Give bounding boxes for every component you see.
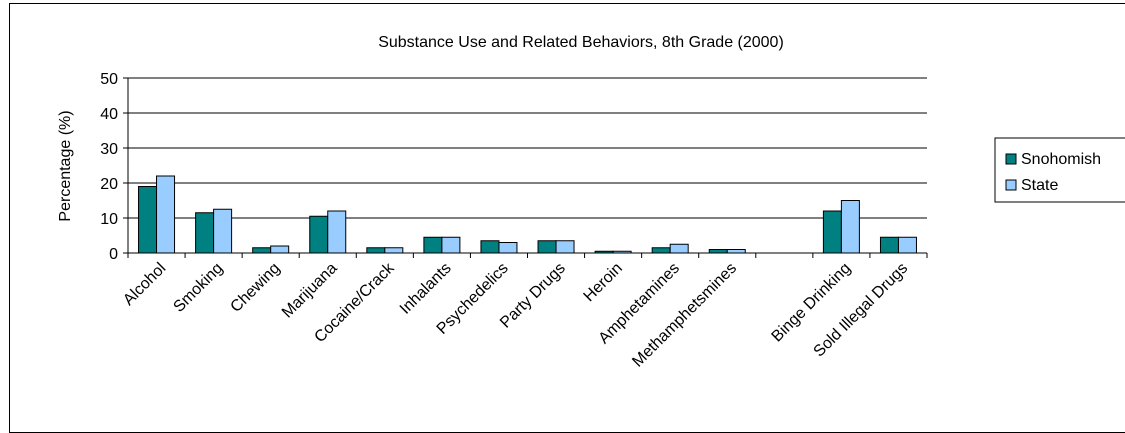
- chart-title: Substance Use and Related Behaviors, 8th…: [378, 34, 784, 51]
- bar-state: [555, 240, 575, 254]
- bars: [138, 175, 917, 254]
- bar-state: [384, 247, 404, 254]
- bar-snohomish: [195, 212, 215, 254]
- bar-snohomish: [537, 240, 557, 254]
- bar-state: [726, 249, 746, 254]
- x-tick-label: Sold Illegal Drugs: [811, 260, 912, 361]
- y-tick-label: 0: [109, 246, 118, 263]
- bar-snohomish: [423, 236, 443, 254]
- legend-box: [994, 137, 1125, 203]
- bar-state: [213, 208, 233, 254]
- bar-state: [327, 210, 347, 254]
- bar-snohomish: [252, 247, 272, 254]
- bar-state: [498, 242, 518, 254]
- bar-snohomish: [309, 215, 329, 254]
- bar-snohomish: [366, 247, 386, 254]
- x-tick-label: Chewing: [227, 260, 283, 316]
- chart: Substance Use and Related Behaviors, 8th…: [57, 34, 1125, 371]
- bar-snohomish: [480, 240, 500, 254]
- y-tick-label: 30: [100, 141, 118, 158]
- y-tick-label: 40: [100, 106, 118, 123]
- bar-state: [669, 243, 689, 254]
- bar-snohomish: [708, 249, 728, 254]
- bar-snohomish: [138, 186, 158, 254]
- x-tick-label: Smoking: [170, 260, 226, 316]
- y-axis-label: Percentage (%): [57, 110, 74, 221]
- bar-state: [270, 245, 290, 254]
- legend-swatch-state: [1005, 179, 1017, 191]
- y-tick-label: 50: [100, 71, 118, 88]
- legend-swatch-snohomish: [1005, 153, 1017, 165]
- x-tick-label: Methamphetsmines: [629, 260, 740, 371]
- x-tick-label: Inhalants: [397, 260, 455, 318]
- y-tick-label: 10: [100, 211, 118, 228]
- y-tick-label: 20: [100, 176, 118, 193]
- bar-state: [897, 236, 917, 254]
- x-ticks: Alcohol Smoking ChewingMarijuanaCocaine/Cr…: [120, 259, 911, 370]
- chart-frame: Substance Use and Related Behaviors, 8th…: [9, 3, 1125, 433]
- grid: [128, 77, 927, 219]
- y-ticks: 0 10 20 30 40 50: [100, 71, 118, 263]
- axes: [123, 77, 928, 258]
- bar-state: [441, 236, 461, 254]
- x-tick-label: Marijuana: [279, 260, 341, 322]
- bar-state: [156, 175, 176, 254]
- bar-snohomish: [822, 210, 842, 254]
- legend-label-snohomish: Snohomish: [1021, 151, 1101, 168]
- bar-snohomish: [651, 247, 671, 254]
- x-tick-label: Alcohol: [120, 260, 169, 309]
- bar-snohomish: [879, 236, 899, 254]
- legend-label-state: State: [1021, 177, 1058, 194]
- bar-state: [840, 200, 860, 254]
- x-tick-label: Heroin: [581, 260, 626, 305]
- legend: Snohomish State: [994, 137, 1125, 203]
